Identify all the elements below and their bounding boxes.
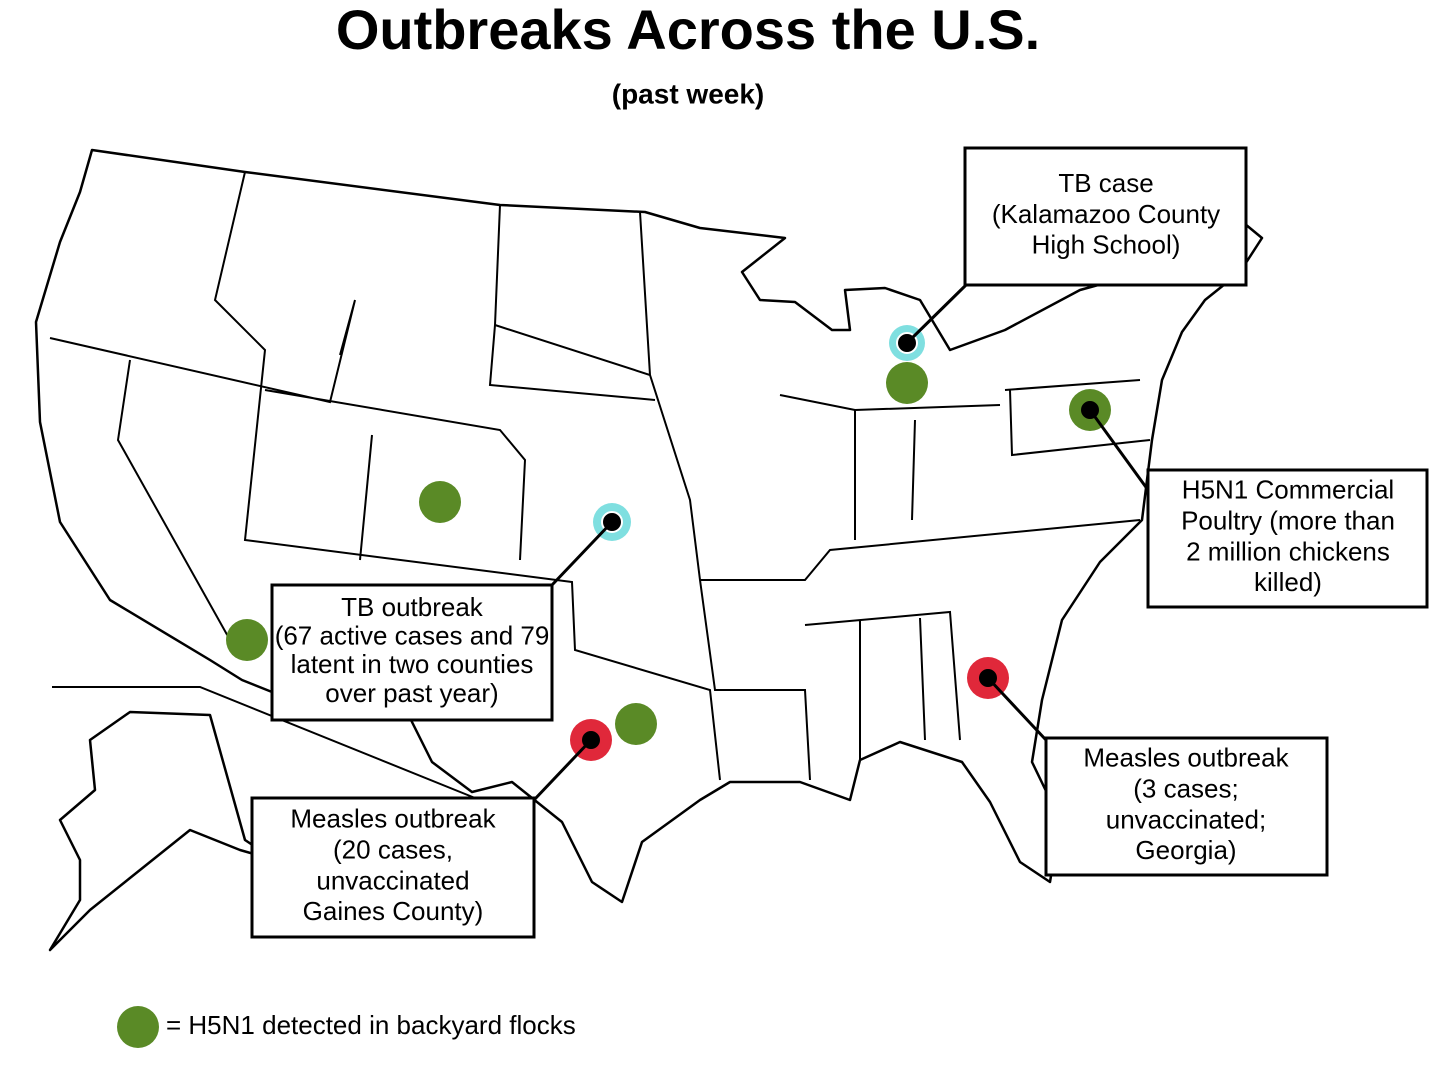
callout-text: killed) (1254, 567, 1322, 597)
callout-box (1044, 736, 1329, 877)
leader-line (532, 738, 593, 802)
callout-text: over past year) (325, 678, 498, 708)
callout-text: Poultry (more than (1181, 505, 1395, 535)
callout-text: Measles outbreak (290, 804, 496, 834)
callout-text: (Kalamazoo County (992, 199, 1220, 229)
callout-text: (67 active cases and 79 (275, 621, 550, 651)
callout-text: latent in two counties (291, 649, 534, 679)
h5n1-flock-marker (226, 619, 268, 661)
callout-text: TB outbreak (341, 592, 484, 622)
alaska (48, 710, 277, 952)
callout-box (250, 796, 536, 939)
h5n1-flock-marker (886, 362, 928, 404)
leader-line (550, 520, 614, 587)
callouts (250, 146, 1429, 939)
state-lines (49, 171, 1151, 781)
callout-text: unvaccinated (316, 865, 469, 895)
callout-box (270, 583, 554, 722)
callout-box (963, 146, 1248, 287)
legend-swatch (117, 1006, 159, 1048)
callout-text: Gaines County) (303, 896, 484, 926)
callout-text: Georgia) (1135, 835, 1236, 865)
callout-text: Measles outbreak (1083, 743, 1289, 773)
leader-line (1088, 409, 1150, 491)
callout-text: (3 cases; (1133, 773, 1239, 803)
callout-text: unvaccinated; (1106, 804, 1266, 834)
leader-lines (532, 283, 1150, 802)
subtitle: (past week) (612, 78, 765, 109)
callout-box (1146, 468, 1429, 609)
us-map (34, 148, 1264, 952)
legend-label: = H5N1 detected in backyard flocks (166, 1010, 576, 1040)
callout-text: High School) (1032, 230, 1181, 260)
callout-text: 2 million chickens (1186, 536, 1390, 566)
inset-line (52, 686, 481, 801)
callout-text: TB case (1058, 168, 1153, 198)
callout-text: H5N1 Commercial (1182, 475, 1394, 505)
h5n1-flock-marker (419, 481, 461, 523)
callout-text: (20 cases, (333, 834, 453, 864)
h5n1-flock-marker (615, 703, 657, 745)
leader-line (986, 676, 1048, 742)
title: Outbreaks Across the U.S. (336, 0, 1040, 61)
leader-line (905, 283, 968, 345)
